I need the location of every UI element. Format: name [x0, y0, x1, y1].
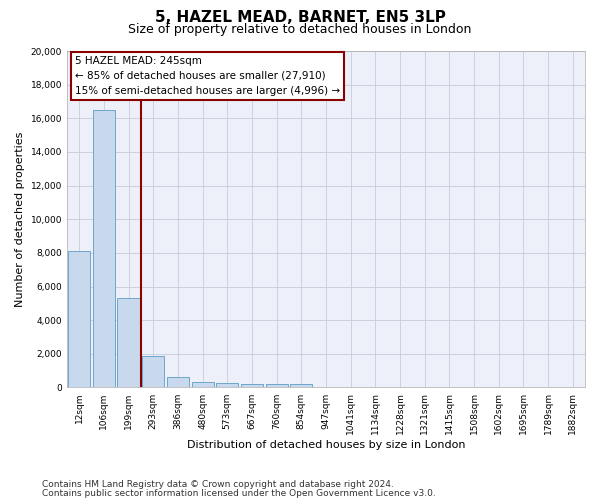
Bar — [68, 251, 91, 388]
Text: Size of property relative to detached houses in London: Size of property relative to detached ho… — [128, 22, 472, 36]
Bar — [142, 356, 164, 388]
Bar — [290, 384, 313, 388]
Text: Contains HM Land Registry data © Crown copyright and database right 2024.: Contains HM Land Registry data © Crown c… — [42, 480, 394, 489]
X-axis label: Distribution of detached houses by size in London: Distribution of detached houses by size … — [187, 440, 465, 450]
Bar — [167, 376, 189, 388]
Text: 5 HAZEL MEAD: 245sqm
← 85% of detached houses are smaller (27,910)
15% of semi-d: 5 HAZEL MEAD: 245sqm ← 85% of detached h… — [74, 56, 340, 96]
Bar — [191, 382, 214, 388]
Text: 5, HAZEL MEAD, BARNET, EN5 3LP: 5, HAZEL MEAD, BARNET, EN5 3LP — [155, 10, 445, 25]
Y-axis label: Number of detached properties: Number of detached properties — [15, 132, 25, 307]
Bar — [118, 298, 140, 388]
Bar — [216, 383, 238, 388]
Bar — [93, 110, 115, 388]
Text: Contains public sector information licensed under the Open Government Licence v3: Contains public sector information licen… — [42, 488, 436, 498]
Bar — [266, 384, 288, 388]
Bar — [241, 384, 263, 388]
